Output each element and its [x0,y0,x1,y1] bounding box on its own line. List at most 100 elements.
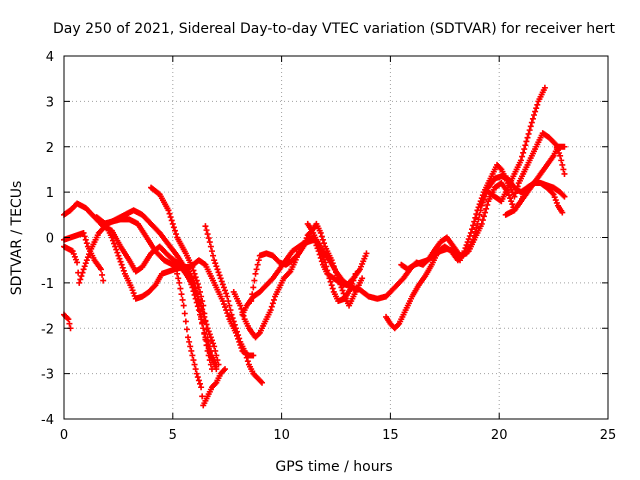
data-point [180,302,187,309]
data-point [223,290,230,297]
data-point [469,226,475,233]
data-point [321,240,328,247]
data-point [534,101,541,108]
data-point [191,361,198,368]
data-point [253,266,260,273]
data-point [72,256,79,263]
data-point [190,357,197,364]
data-point [189,352,196,359]
y-tick-label: 0 [46,232,54,247]
data-point [167,214,174,221]
data-point [74,259,81,266]
data-point [561,143,568,150]
data-point [111,240,118,247]
data-point [198,293,205,300]
data-point [479,217,486,224]
data-point [80,266,87,273]
data-point [339,287,346,294]
data-point [82,236,89,243]
data-point [208,248,215,255]
data-point [225,313,232,320]
data-point [233,328,240,335]
data-point [463,242,470,249]
data-point [173,231,180,238]
data-point [524,134,531,141]
data-point [195,377,202,384]
data-point [560,166,567,173]
data-point [252,270,259,277]
data-point [170,224,177,231]
data-point [202,318,209,325]
data-point [225,298,232,305]
data-point [329,285,336,292]
data-point [227,307,234,314]
data-point [527,123,534,130]
series-arc6 [100,216,215,373]
data-point [207,243,214,250]
data-point [553,199,560,206]
data-point [118,261,125,268]
y-tick-label: 2 [46,141,54,156]
data-point [200,302,207,309]
x-tick-label: 25 [600,428,617,443]
data-point [552,197,559,204]
data-point [220,367,227,374]
data-point [328,282,335,289]
data-point [523,138,530,145]
x-tick-label: 15 [382,428,399,443]
data-point [207,347,214,354]
data-point [477,198,484,205]
data-point [241,347,248,354]
series-arc17 [502,143,568,218]
data-point [168,217,175,224]
series-arc9 [202,223,266,386]
data-point [202,223,209,230]
data-point [176,279,183,286]
data-point [70,250,77,257]
data-point [76,279,83,286]
data-point [81,263,88,270]
data-point [232,325,239,332]
data-point [193,277,200,284]
data-point [175,275,182,282]
data-point [484,201,491,208]
data-point [193,370,200,377]
data-point [259,379,266,386]
data-point [327,278,334,285]
data-point [224,310,231,317]
data-point [338,284,345,291]
data-point [203,326,210,333]
data-point [526,127,533,134]
data-point [205,338,212,345]
data-point [129,287,136,294]
data-point [350,277,357,284]
data-point [116,255,123,262]
data-point [192,285,199,292]
y-tick-label: -4 [41,413,54,428]
data-point [80,229,87,236]
data-point [212,380,219,387]
data-point [257,378,264,385]
y-tick-label: 4 [46,50,54,65]
data-point [218,278,225,285]
data-point [181,310,188,317]
x-tick-label: 10 [273,428,290,443]
data-point [217,275,224,282]
data-point [189,263,196,270]
data-point [351,274,358,281]
data-point [208,337,215,344]
data-point [194,296,201,303]
y-tick-label: 3 [46,95,54,110]
y-tick-label: -1 [41,277,54,292]
data-point [189,284,196,291]
data-point [286,269,293,276]
data-point [531,111,538,118]
data-point [192,274,199,281]
data-point [198,313,205,320]
data-point [187,343,194,350]
data-point [478,195,485,202]
data-point [480,213,487,220]
data-point [78,273,85,280]
data-point [474,207,481,214]
data-point [201,330,208,337]
